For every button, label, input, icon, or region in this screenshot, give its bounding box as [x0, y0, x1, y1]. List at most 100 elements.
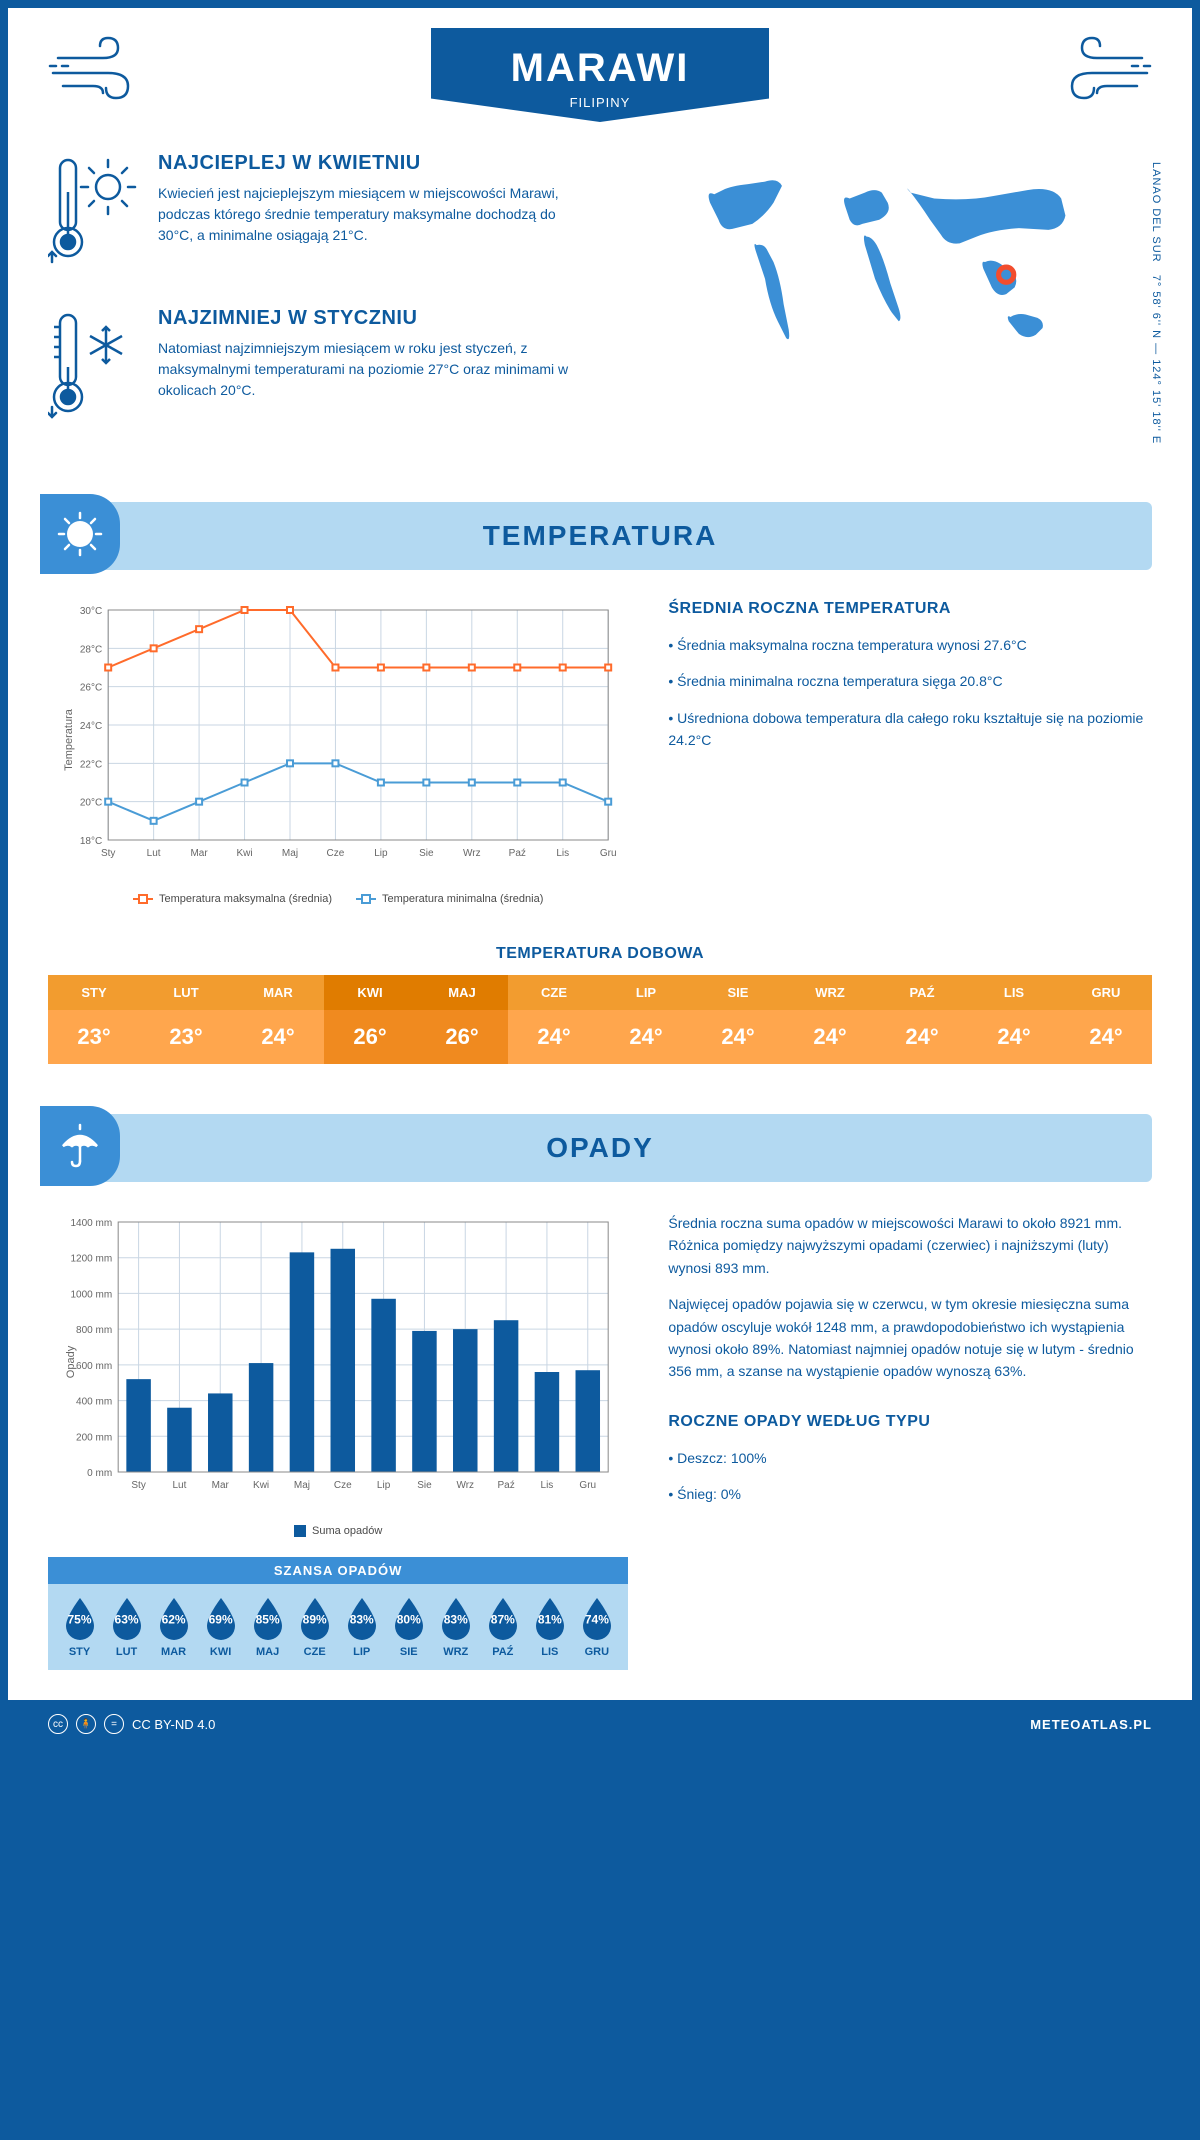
precip-info-p2: Najwięcej opadów pojawia się w czerwcu, …	[668, 1293, 1152, 1383]
raindrop-icon: 74%	[579, 1596, 615, 1640]
title-ribbon: MARAWI FILIPINY	[431, 28, 770, 122]
daily-temp-table: STY 23°LUT 23°MAR 24°KWI 26°MAJ 26°CZE 2…	[48, 975, 1152, 1064]
svg-text:Gru: Gru	[579, 1480, 596, 1491]
svg-text:Paź: Paź	[509, 848, 526, 859]
chance-col: 83% WRZ	[432, 1596, 479, 1658]
chance-title: SZANSA OPADÓW	[48, 1557, 628, 1584]
svg-text:0 mm: 0 mm	[87, 1468, 112, 1479]
temperature-legend: Temperatura maksymalna (średnia) Tempera…	[48, 893, 628, 905]
thermometer-sun-icon	[48, 152, 138, 277]
raindrop-icon: 87%	[485, 1596, 521, 1640]
country-name: FILIPINY	[511, 95, 690, 110]
daily-temp-col: PAŹ 24°	[876, 975, 968, 1064]
warmest-text: Kwiecień jest najcieplejszym miesiącem w…	[158, 183, 585, 246]
svg-text:Sty: Sty	[101, 848, 115, 859]
svg-text:Wrz: Wrz	[463, 848, 481, 859]
daily-temp-col: MAR 24°	[232, 975, 324, 1064]
wind-icon-right	[1052, 28, 1152, 108]
svg-text:Kwi: Kwi	[236, 848, 252, 859]
temperature-title: TEMPERATURA	[68, 520, 1132, 552]
chance-col: 80% SIE	[385, 1596, 432, 1658]
coldest-title: NAJZIMNIEJ W STYCZNIU	[158, 307, 585, 330]
svg-text:600 mm: 600 mm	[76, 1361, 112, 1372]
svg-text:Paź: Paź	[497, 1480, 514, 1491]
chance-col: 63% LUT	[103, 1596, 150, 1658]
coldest-text: Natomiast najzimniejszym miesiącem w rok…	[158, 338, 585, 401]
chance-row: 75% STY 63% LUT 62% MAR 69% KWI 85% MAJ	[48, 1584, 628, 1670]
svg-text:1400 mm: 1400 mm	[70, 1218, 112, 1229]
svg-text:Maj: Maj	[282, 848, 298, 859]
precipitation-info: Średnia roczna suma opadów w miejscowośc…	[668, 1212, 1152, 1670]
daily-temp-col: LIP 24°	[600, 975, 692, 1064]
svg-text:Lip: Lip	[377, 1480, 391, 1491]
svg-text:Cze: Cze	[334, 1480, 352, 1491]
temperature-section-head: TEMPERATURA	[48, 502, 1152, 570]
svg-text:Mar: Mar	[190, 848, 208, 859]
svg-text:Kwi: Kwi	[253, 1480, 269, 1491]
by-type-line: • Śnieg: 0%	[668, 1483, 1152, 1505]
wind-icon-left	[48, 28, 148, 108]
map-column: LANAO DEL SUR 7° 58' 6'' N — 124° 15' 18…	[615, 152, 1152, 462]
raindrop-icon: 75%	[62, 1596, 98, 1640]
temperature-info: ŚREDNIA ROCZNA TEMPERATURA • Średnia mak…	[668, 600, 1152, 905]
svg-text:1200 mm: 1200 mm	[70, 1254, 112, 1265]
svg-text:Lis: Lis	[556, 848, 569, 859]
daily-temp-col: MAJ 26°	[416, 975, 508, 1064]
precipitation-title: OPADY	[68, 1132, 1132, 1164]
precipitation-chart-row: 0 mm200 mm400 mm600 mm800 mm1000 mm1200 …	[8, 1182, 1192, 1700]
by-icon: 🧍	[76, 1714, 96, 1734]
daily-temp-title: TEMPERATURA DOBOWA	[48, 945, 1152, 963]
svg-text:Sie: Sie	[419, 848, 434, 859]
chance-col: 87% PAŹ	[479, 1596, 526, 1658]
precip-legend: Suma opadów	[48, 1525, 628, 1537]
chance-col: 62% MAR	[150, 1596, 197, 1658]
precip-chance: SZANSA OPADÓW 75% STY 63% LUT 62% MAR 69…	[48, 1557, 628, 1670]
precipitation-bar-chart: 0 mm200 mm400 mm600 mm800 mm1000 mm1200 …	[48, 1212, 628, 1670]
by-type-line: • Deszcz: 100%	[668, 1447, 1152, 1469]
svg-text:Mar: Mar	[212, 1480, 230, 1491]
daily-temp-col: WRZ 24°	[784, 975, 876, 1064]
svg-text:800 mm: 800 mm	[76, 1325, 112, 1336]
svg-text:24°C: 24°C	[80, 721, 102, 732]
svg-text:400 mm: 400 mm	[76, 1397, 112, 1408]
svg-text:Lis: Lis	[541, 1480, 554, 1491]
raindrop-icon: 80%	[391, 1596, 427, 1640]
svg-text:Maj: Maj	[294, 1480, 310, 1491]
world-map-icon	[615, 152, 1152, 372]
svg-text:Lut: Lut	[147, 848, 161, 859]
temperature-chart-row: 18°C20°C22°C24°C26°C28°C30°CStyLutMarKwi…	[8, 570, 1192, 935]
license: cc 🧍 = CC BY-ND 4.0	[48, 1714, 215, 1734]
svg-text:26°C: 26°C	[80, 683, 102, 694]
svg-text:Sie: Sie	[417, 1480, 432, 1491]
svg-text:22°C: 22°C	[80, 759, 102, 770]
temp-info-line: • Średnia maksymalna roczna temperatura …	[668, 634, 1152, 656]
raindrop-icon: 63%	[109, 1596, 145, 1640]
raindrop-icon: 62%	[156, 1596, 192, 1640]
by-type-title: ROCZNE OPADY WEDŁUG TYPU	[668, 1413, 1152, 1431]
coldest-block: NAJZIMNIEJ W STYCZNIU Natomiast najzimni…	[48, 307, 585, 432]
coordinates: LANAO DEL SUR 7° 58' 6'' N — 124° 15' 18…	[1150, 162, 1162, 444]
footer: cc 🧍 = CC BY-ND 4.0 METEOATLAS.PL	[8, 1700, 1192, 1748]
daily-temp-col: GRU 24°	[1060, 975, 1152, 1064]
cc-icon: cc	[48, 1714, 68, 1734]
svg-text:Sty: Sty	[131, 1480, 145, 1491]
daily-temp-col: STY 23°	[48, 975, 140, 1064]
temp-info-title: ŚREDNIA ROCZNA TEMPERATURA	[668, 600, 1152, 618]
header: MARAWI FILIPINY	[8, 8, 1192, 122]
svg-text:Opady: Opady	[65, 1345, 77, 1378]
page: MARAWI FILIPINY	[8, 8, 1192, 1748]
intro-text-column: NAJCIEPLEJ W KWIETNIU Kwiecień jest najc…	[48, 152, 585, 462]
chance-col: 89% CZE	[291, 1596, 338, 1658]
daily-temp-col: CZE 24°	[508, 975, 600, 1064]
chance-col: 74% GRU	[573, 1596, 620, 1658]
svg-text:28°C: 28°C	[80, 644, 102, 655]
chance-col: 85% MAJ	[244, 1596, 291, 1658]
warmest-title: NAJCIEPLEJ W KWIETNIU	[158, 152, 585, 175]
nd-icon: =	[104, 1714, 124, 1734]
warmest-block: NAJCIEPLEJ W KWIETNIU Kwiecień jest najc…	[48, 152, 585, 277]
umbrella-icon	[40, 1106, 120, 1186]
svg-text:Gru: Gru	[600, 848, 617, 859]
svg-text:Cze: Cze	[327, 848, 345, 859]
site-name: METEOATLAS.PL	[1030, 1717, 1152, 1732]
chance-col: 75% STY	[56, 1596, 103, 1658]
